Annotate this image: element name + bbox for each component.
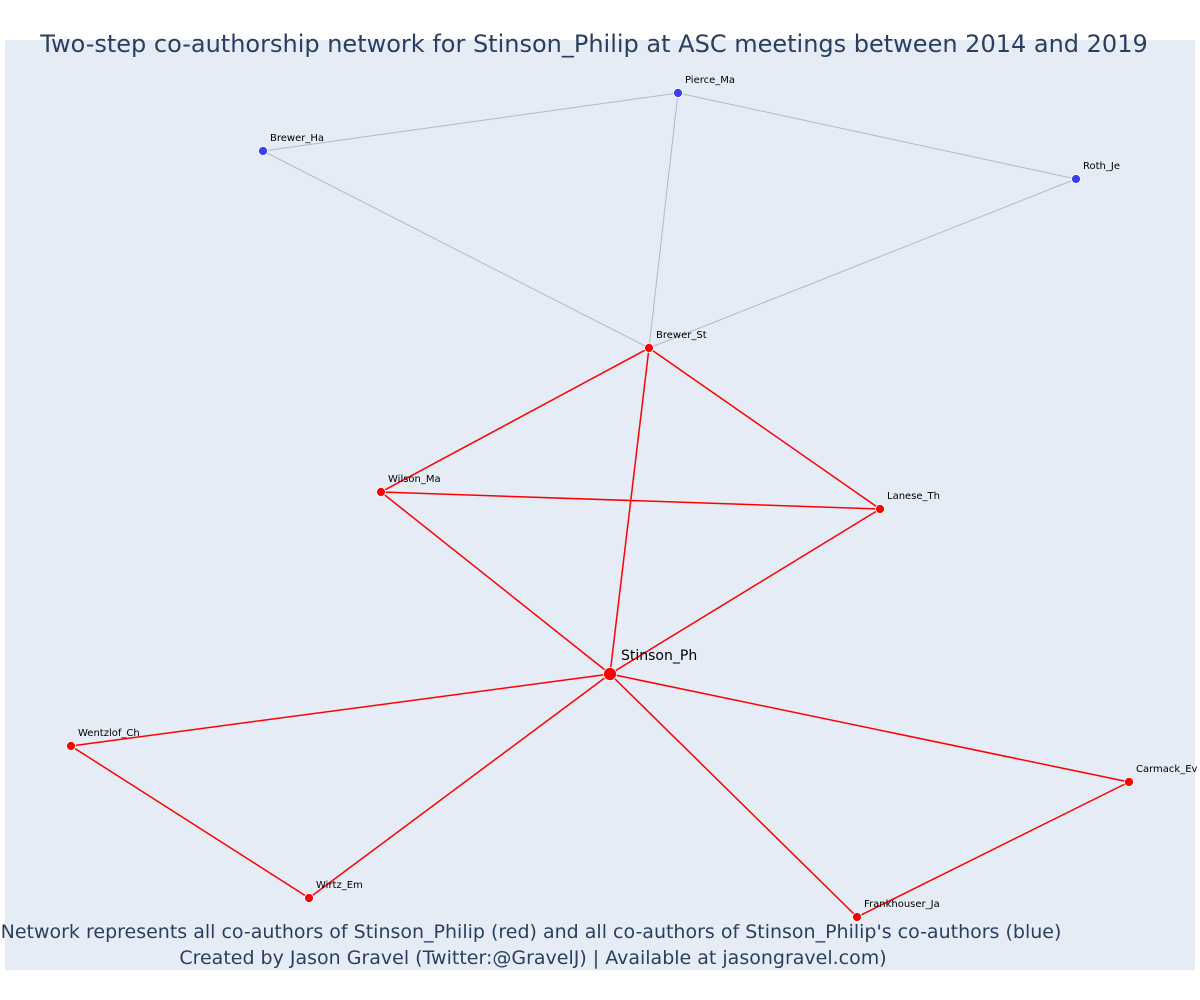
node-label-Pierce_Ma: Pierce_Ma xyxy=(685,75,735,86)
node-label-Brewer_Ha: Brewer_Ha xyxy=(270,133,324,144)
node-Brewer_St[interactable] xyxy=(645,344,654,353)
node-Wirtz_Em[interactable] xyxy=(305,894,314,903)
node-label-Brewer_St: Brewer_St xyxy=(656,330,707,341)
node-label-Lanese_Th: Lanese_Th xyxy=(887,491,940,502)
node-label-Roth_Je: Roth_Je xyxy=(1083,161,1120,172)
node-label-Wirtz_Em: Wirtz_Em xyxy=(316,880,363,891)
node-Wilson_Ma[interactable] xyxy=(377,488,386,497)
node-Stinson_Ph[interactable] xyxy=(604,668,617,681)
node-Wentzlof_Ch[interactable] xyxy=(67,742,76,751)
node-Roth_Je[interactable] xyxy=(1072,175,1081,184)
caption-line-1: Network represents all co-authors of Sti… xyxy=(1,921,1062,943)
node-Brewer_Ha[interactable] xyxy=(259,147,268,156)
node-Carmack_Ev[interactable] xyxy=(1125,778,1134,787)
node-Lanese_Th[interactable] xyxy=(876,505,885,514)
node-label-Carmack_Ev: Carmack_Ev xyxy=(1136,764,1198,775)
node-label-Wentzlof_Ch: Wentzlof_Ch xyxy=(78,728,140,739)
caption-line-2: Created by Jason Gravel (Twitter:@Gravel… xyxy=(179,947,886,969)
node-label-Stinson_Ph: Stinson_Ph xyxy=(621,648,697,664)
node-label-Wilson_Ma: Wilson_Ma xyxy=(388,474,441,485)
plot-background xyxy=(5,40,1195,970)
chart-title: Two-step co-authorship network for Stins… xyxy=(39,30,1148,58)
node-label-Frankhouser_Ja: Frankhouser_Ja xyxy=(864,899,940,910)
node-Pierce_Ma[interactable] xyxy=(674,89,683,98)
